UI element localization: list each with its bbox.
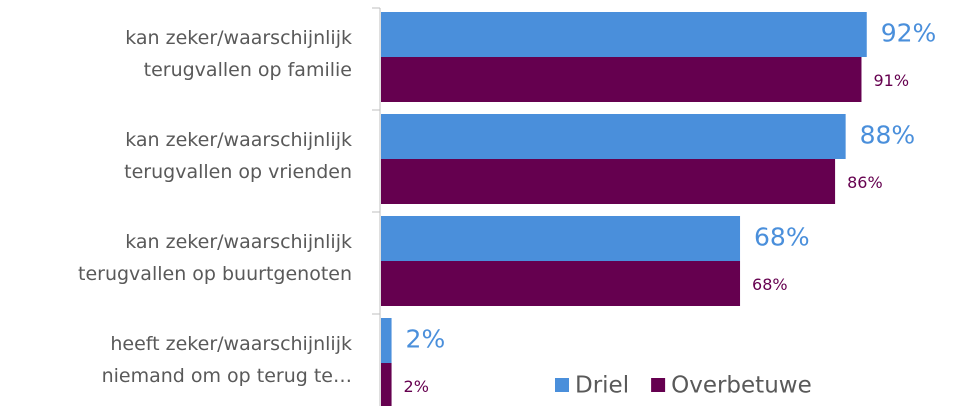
bar bbox=[381, 363, 392, 406]
value-label: 68% bbox=[754, 223, 810, 252]
category-label: heeft zeker/waarschijnlijk niemand om op… bbox=[101, 333, 352, 387]
value-label: 92% bbox=[881, 19, 937, 48]
legend-swatch bbox=[651, 378, 666, 392]
category-label: kan zeker/waarschijnlijk terugvallen op … bbox=[124, 129, 352, 183]
bar bbox=[381, 159, 836, 204]
legend-label: Driel bbox=[575, 373, 629, 399]
value-label: 68% bbox=[752, 275, 788, 294]
value-label: 86% bbox=[847, 173, 883, 192]
value-label: 2% bbox=[406, 325, 446, 354]
bar bbox=[381, 261, 741, 306]
bar bbox=[381, 216, 741, 261]
category-label: kan zeker/waarschijnlijk terugvallen op … bbox=[78, 231, 352, 285]
bar bbox=[381, 114, 846, 159]
bar bbox=[381, 318, 392, 363]
legend-swatch bbox=[555, 378, 569, 392]
value-label: 2% bbox=[404, 377, 429, 396]
category-label: kan zeker/waarschijnlijk terugvallen op … bbox=[125, 27, 352, 81]
value-label: 91% bbox=[873, 71, 909, 90]
legend-label: Overbetuwe bbox=[671, 373, 812, 399]
bar bbox=[381, 57, 862, 102]
value-label: 88% bbox=[860, 121, 916, 150]
bar bbox=[381, 12, 867, 57]
